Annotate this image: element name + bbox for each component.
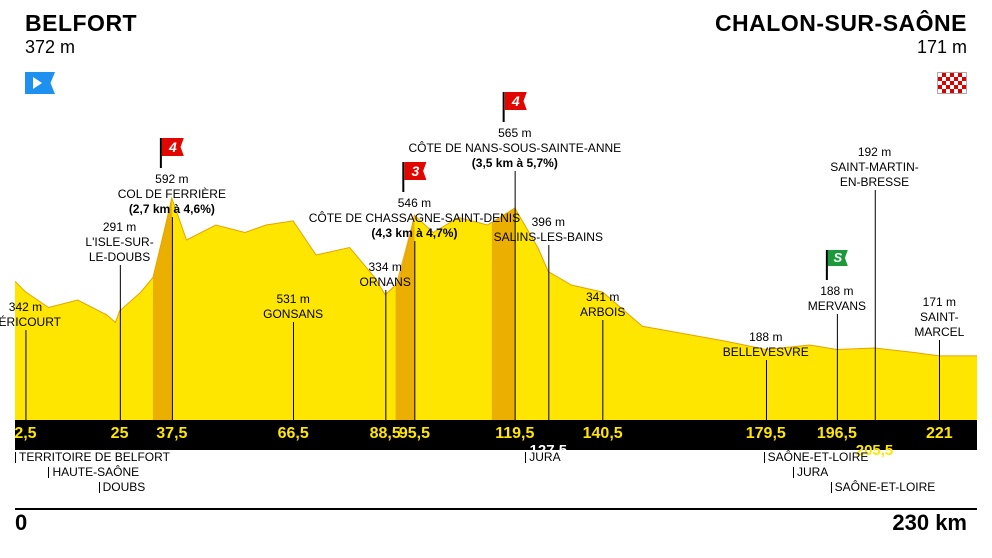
- department-label: JURA: [793, 465, 828, 479]
- department-label: HAUTE-SAÔNE: [48, 465, 139, 479]
- profile-point: 342 mHÉRICOURT: [0, 300, 61, 330]
- profile-point: 531 mGONSANS: [263, 292, 323, 322]
- point-label: 592 mCol de Ferrière(2,7 km à 4,6%): [118, 172, 226, 217]
- stage-profile: BELFORT 372 m CHALON-SUR-SAÔNE 171 m 2,5…: [15, 10, 977, 550]
- category-flag-icon: 4: [161, 138, 183, 168]
- point-label: 188 mMERVANS: [808, 284, 866, 314]
- km-marker: 2,5: [14, 425, 36, 443]
- point-label: 171 mSAINT-MARCEL: [914, 295, 964, 340]
- km-start: 0: [15, 510, 27, 536]
- point-label: 341 mARBOIS: [580, 290, 625, 320]
- km-marker: 66,5: [278, 425, 309, 443]
- point-label: 531 mGONSANS: [263, 292, 323, 322]
- point-label: 396 mSALINS-LES-BAINS: [494, 215, 603, 245]
- profile-point: S 188 mMERVANS: [808, 250, 866, 314]
- point-label: 565 mCôte de Nans-sous-Sainte-Anne(3,5 k…: [408, 126, 621, 171]
- department-label: TERRITOIRE DE BELFORT: [15, 450, 170, 464]
- km-tick-row: 2,52537,566,588,595,5119,5127,5140,5179,…: [15, 420, 977, 450]
- finish-alt: 171 m: [715, 37, 967, 58]
- start-alt: 372 m: [25, 37, 137, 58]
- km-marker: 221: [926, 425, 953, 443]
- department-label: DOUBS: [99, 480, 146, 494]
- start-flag-icon: [25, 72, 55, 94]
- bottom-rule: [15, 508, 977, 510]
- point-label: 192 mSAINT-MARTIN-EN-BRESSE: [830, 145, 918, 190]
- department-label: JURA: [525, 450, 560, 464]
- km-marker: 119,5: [495, 425, 534, 443]
- elevation-chart: 2,52537,566,588,595,5119,5127,5140,5179,…: [15, 120, 977, 440]
- km-marker: 196,5: [817, 425, 857, 443]
- start-city: BELFORT: [25, 10, 137, 37]
- profile-point: 4 565 mCôte de Nans-sous-Sainte-Anne(3,5 …: [408, 92, 621, 171]
- point-label: 342 mHÉRICOURT: [0, 300, 61, 330]
- profile-point: 188 mBELLEVESVRE: [723, 330, 809, 360]
- start-header: BELFORT 372 m: [25, 10, 137, 58]
- km-marker: 95,5: [399, 425, 430, 443]
- profile-point: 341 mARBOIS: [580, 290, 625, 320]
- finish-header: CHALON-SUR-SAÔNE 171 m: [715, 10, 967, 58]
- finish-city: CHALON-SUR-SAÔNE: [715, 10, 967, 37]
- profile-point: 3546 mCôte de Chassagne-Saint-Denis(4,3 …: [309, 162, 520, 241]
- profile-point: 192 mSAINT-MARTIN-EN-BRESSE: [830, 145, 918, 190]
- department-label: SAÔNE-ET-LOIRE: [764, 450, 869, 464]
- sprint-flag-icon: S: [826, 250, 848, 280]
- km-marker: 37,5: [156, 425, 187, 443]
- profile-point: 171 mSAINT-MARCEL: [914, 295, 964, 340]
- profile-point: 396 mSALINS-LES-BAINS: [494, 215, 603, 245]
- km-end: 230 km: [892, 510, 967, 536]
- department-label: SAÔNE-ET-LOIRE: [831, 480, 936, 494]
- profile-point: 334 mORNANS: [359, 260, 410, 290]
- finish-flag-icon: [937, 72, 967, 94]
- category-flag-icon: 4: [504, 92, 526, 122]
- point-label: 546 mCôte de Chassagne-Saint-Denis(4,3 k…: [309, 196, 520, 241]
- point-label: 291 mL'ISLE-SUR-LE-DOUBS: [85, 220, 153, 265]
- km-marker: 25: [111, 425, 129, 443]
- profile-point: 4 592 mCol de Ferrière(2,7 km à 4,6%): [118, 138, 226, 217]
- profile-point: 291 mL'ISLE-SUR-LE-DOUBS: [85, 220, 153, 265]
- point-label: 188 mBELLEVESVRE: [723, 330, 809, 360]
- km-marker: 88,5: [370, 425, 401, 443]
- km-marker: 140,5: [583, 425, 623, 443]
- point-label: 334 mORNANS: [359, 260, 410, 290]
- km-marker: 179,5: [746, 425, 786, 443]
